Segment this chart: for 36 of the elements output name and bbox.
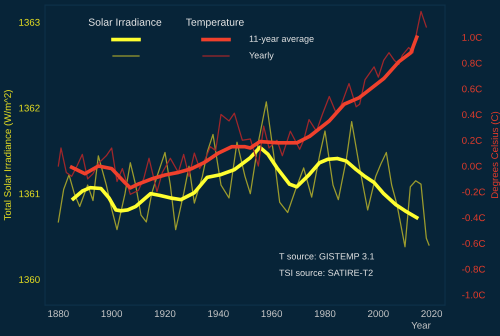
line-series bbox=[58, 10, 427, 195]
y-tick-label: 1363 bbox=[19, 18, 40, 26]
annotation: TSI source: SATIRE-T2 bbox=[279, 270, 373, 276]
y2-axis-title: Degrees Celsius (C) bbox=[490, 112, 500, 198]
x-tick-label: 1980 bbox=[314, 310, 336, 318]
annotation: Solar Irradiance bbox=[88, 18, 162, 26]
y2-tick-label: 0.2C bbox=[462, 136, 482, 144]
y2-tick-label: -0.6C bbox=[462, 240, 486, 247]
x-axis-title: Year bbox=[411, 322, 431, 329]
y2-tick-label: 0.0C bbox=[462, 162, 482, 170]
x-tick-label: 2000 bbox=[368, 310, 389, 318]
x-tick-label: 1920 bbox=[154, 310, 176, 318]
x-tick-label: 1880 bbox=[48, 310, 69, 318]
y2-tick-label: 0.4C bbox=[462, 111, 482, 118]
y2-tick-label: -1.0C bbox=[462, 292, 486, 298]
x-tick-label: 1960 bbox=[262, 310, 282, 318]
annotation: Temperature bbox=[186, 18, 244, 28]
y2-tick-label: -0.8C bbox=[462, 266, 486, 273]
y2-tick-label: -0.4C bbox=[462, 214, 486, 222]
y2-tick-label: 0.8C bbox=[462, 60, 482, 67]
y2-tick-label: 0.6C bbox=[462, 85, 482, 92]
x-tick-label: 2020 bbox=[421, 310, 442, 318]
x-tick-label: 1940 bbox=[208, 310, 229, 318]
annotation: T source: GISTEMP 3.1 bbox=[279, 253, 374, 260]
y-tick-label: 1360 bbox=[19, 276, 40, 283]
line-series bbox=[58, 101, 430, 248]
x-tick-label: 1900 bbox=[102, 310, 122, 318]
y-axis-title: Total Solar Irradiance (W/m^2) bbox=[4, 90, 13, 220]
line-series bbox=[71, 146, 419, 220]
y-tick-label: 1362 bbox=[19, 104, 40, 112]
y-tick-label: 1361 bbox=[19, 190, 40, 198]
y2-tick-label: 1.0C bbox=[462, 34, 482, 41]
y2-tick-label: -0.2C bbox=[462, 188, 486, 196]
line-series bbox=[70, 35, 419, 190]
legend-label: Yearly bbox=[249, 52, 274, 60]
legend-label: 11-year average bbox=[250, 36, 314, 44]
